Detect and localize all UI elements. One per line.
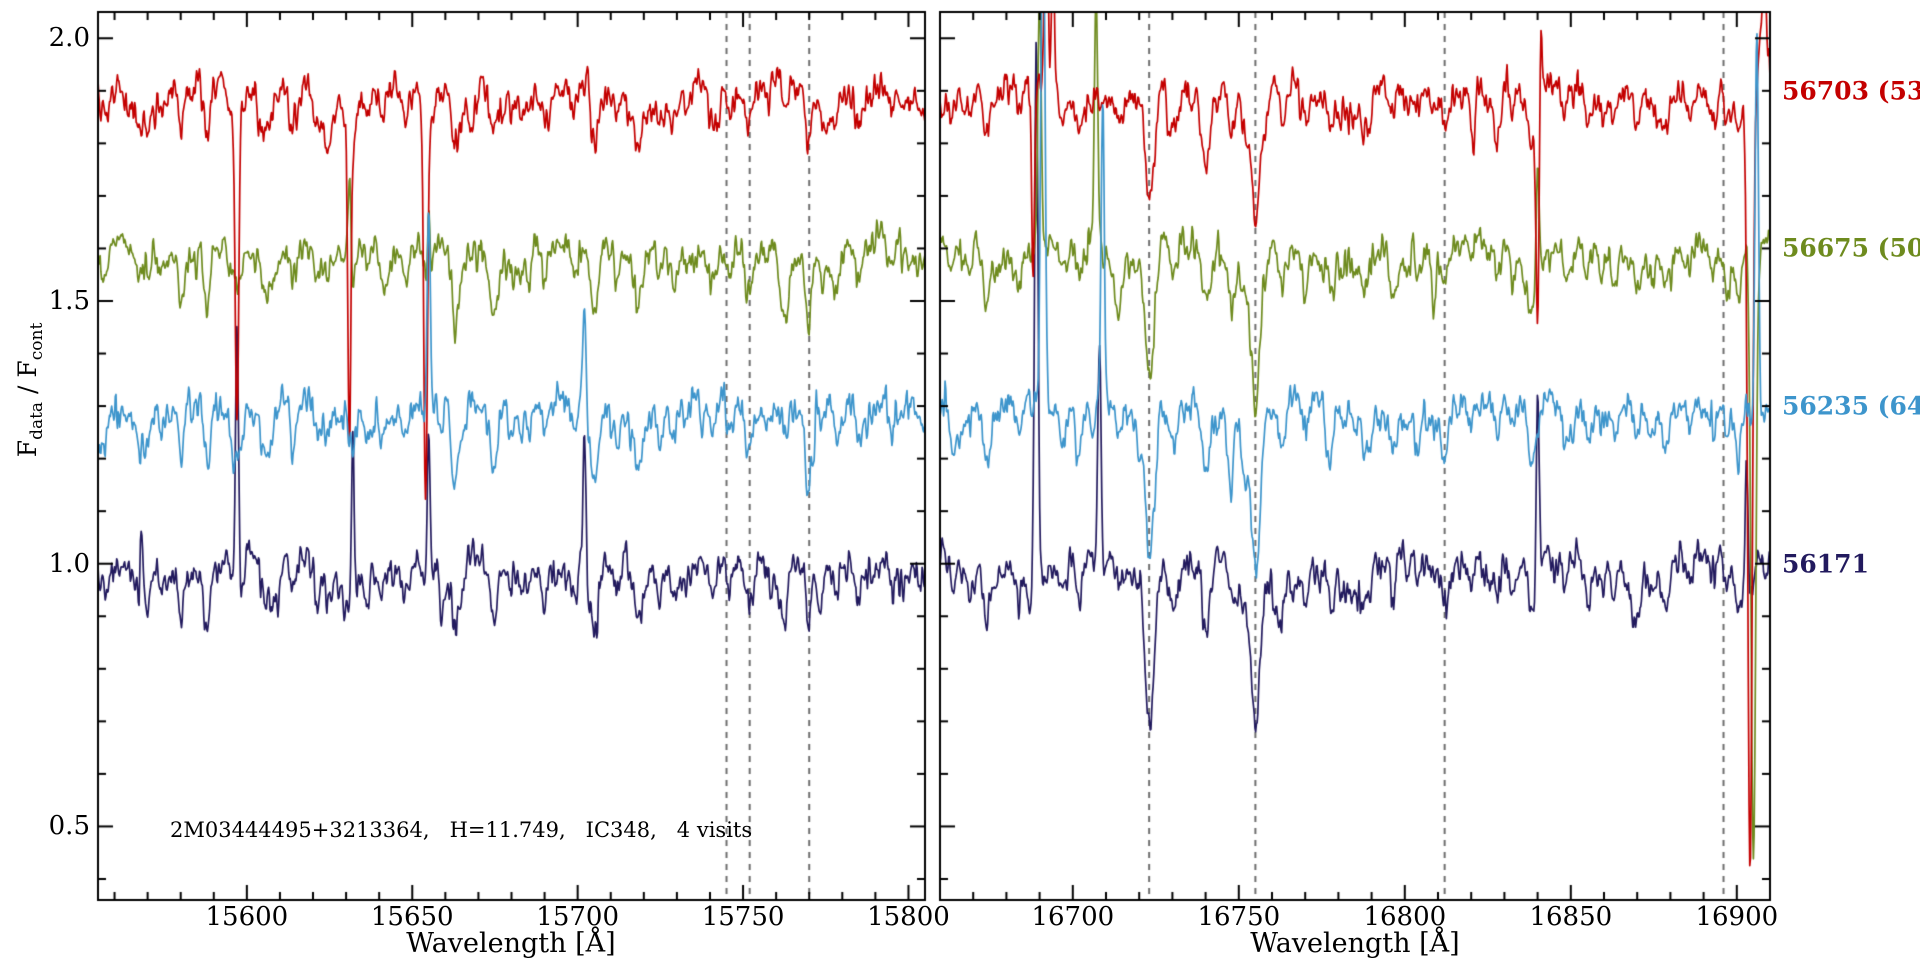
spectra-figure: Fdata / Fcont Wavelength [Å] Wavelength … bbox=[0, 0, 1920, 960]
spectra-plot-canvas bbox=[0, 0, 1920, 960]
